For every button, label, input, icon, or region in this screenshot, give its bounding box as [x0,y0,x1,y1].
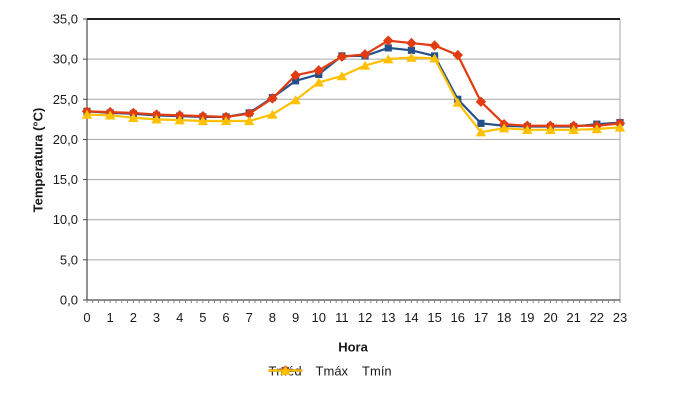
series-tmin-line [86,56,621,134]
series-tmax-marker [128,107,139,119]
series-tmin-marker [336,71,348,81]
series-tmin-marker [128,112,139,122]
series-tmin-marker [475,127,487,137]
series-tmax-marker [290,70,301,81]
series-tmax-marker [429,40,440,51]
series-tmin-marker [359,60,371,70]
series-tmin-marker [383,54,394,64]
x-tick-label: 8 [269,310,276,325]
series-tmin-marker [220,116,232,126]
series-tmin-marker [591,124,603,134]
series-tmin-marker [313,77,324,87]
y-tick-label: 10,0 [53,212,78,227]
x-tick-label: 12 [358,310,372,325]
series-tmax-marker [174,110,185,121]
series-tmax-marker [151,109,162,120]
series-tmax-marker [313,65,324,76]
x-tick-label: 16 [451,310,465,325]
x-tick-label: 19 [520,310,534,325]
series-tmin-marker [522,124,533,134]
series-tmin-marker [174,115,185,125]
x-tick-label: 20 [543,310,557,325]
series-tmax-marker [267,93,278,104]
x-tick-label: 10 [312,310,326,325]
series-tmax-marker [336,51,348,62]
x-tick-label: 2 [130,310,137,325]
series-tmin-marker [104,110,116,120]
series-tmax-marker [383,35,394,46]
series-tmin-marker [81,109,93,119]
series-tmax-line [86,39,621,127]
series-tmin-marker [545,124,556,134]
legend-label: Tmín [362,363,392,379]
series-tmin-marker [498,123,510,133]
x-tick-label: 18 [497,310,511,325]
series-tmin-marker [406,52,417,62]
series-tmax-marker [359,49,371,60]
x-tick-label: 21 [566,310,580,325]
x-tick-label: 17 [474,310,488,325]
x-tick-label: 11 [335,310,349,325]
x-tick-label: 22 [590,310,604,325]
y-axis-title: Temperatura (°C) [30,107,46,213]
series-tmed-marker [384,44,392,52]
x-tick-label: 3 [153,310,160,325]
series-tmax-marker [197,110,209,122]
x-tick-label: 7 [246,310,253,325]
y-tick-label: 15,0 [53,172,78,187]
series-tmin-marker [429,53,440,63]
x-axis-title: Hora [338,339,368,355]
y-tick-label: 25,0 [53,92,78,107]
legend-key-triangle-icon [268,365,303,375]
series-tmin-marker [197,116,209,126]
series-tmin-marker [290,95,301,105]
series-tmax-marker [452,49,463,61]
series-tmin-marker [244,116,255,126]
series-tmin-marker [151,114,162,124]
series-tmed-marker [477,119,485,127]
series-tmin-marker [452,97,463,107]
legend-label: Tmáx [315,363,349,379]
x-tick-label: 15 [427,310,441,325]
x-tick-label: 0 [83,310,90,325]
series-tmin-marker [568,124,579,134]
legend: TmédTmáxTmín [268,363,392,379]
y-tick-label: 30,0 [53,52,78,67]
legend-key-tmin-marker [280,365,291,375]
series-tmed-marker [291,77,300,85]
series-tmax-marker [406,37,417,49]
legend-item-tmax: Tmáx [268,363,349,379]
series-tmax-marker [244,108,255,119]
x-tick-label: 4 [176,310,183,325]
x-tick-label: 6 [222,310,229,325]
y-tick-label: 5,0 [60,252,78,267]
y-tick-label: 35,0 [53,12,78,27]
series-tmed-marker [407,46,416,54]
x-tick-label: 13 [381,310,395,325]
x-tick-label: 14 [404,310,418,325]
series-tmin-marker [614,122,626,132]
legend-item-tmin: Tmín [268,363,392,379]
x-tick-label: 23 [613,310,627,325]
x-tick-label: 9 [292,310,299,325]
y-tick-label: 20,0 [53,132,78,147]
x-tick-label: 1 [107,310,114,325]
x-tick-label: 5 [199,310,206,325]
y-tick-label: 0,0 [60,293,78,308]
series-tmin-marker [267,109,278,119]
series-tmax-marker [475,96,487,107]
